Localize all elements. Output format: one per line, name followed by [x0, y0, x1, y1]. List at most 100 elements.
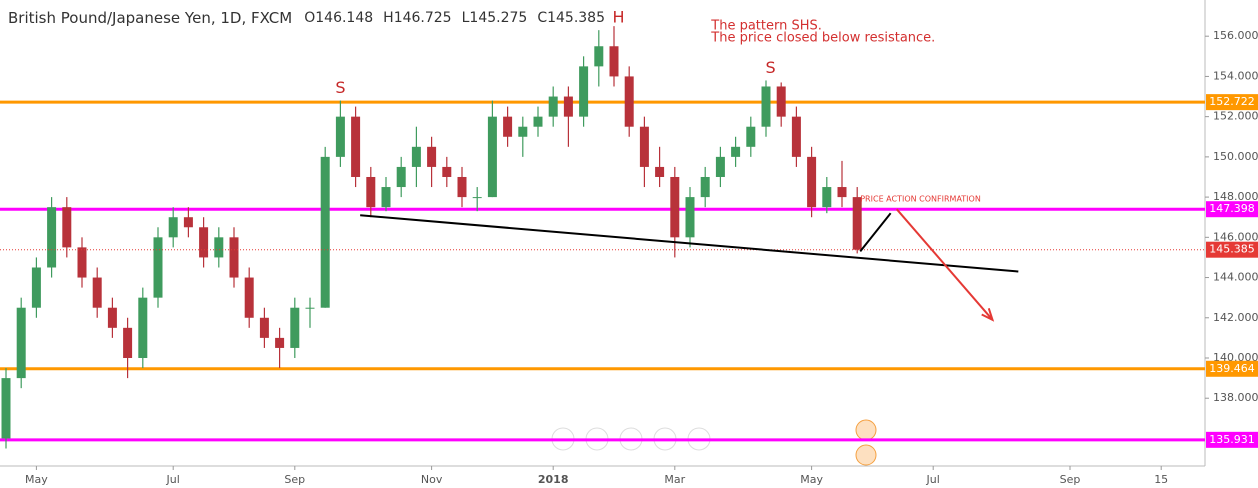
x-tick-label: May [800, 473, 823, 486]
annotation: PRICE ACTION CONFIRMATION [860, 195, 981, 204]
candle-body [639, 126, 649, 167]
drawn-line [859, 212, 892, 253]
candle-body [244, 277, 254, 318]
candle-body [335, 116, 345, 157]
y-tick-label: 142.000 [1213, 311, 1258, 324]
candle-body [837, 187, 847, 198]
annotation: S [335, 78, 345, 97]
ohlc-value: 146.148 [315, 10, 373, 26]
candle-body [761, 86, 771, 127]
annotation: The price closed below resistance. [710, 31, 935, 46]
candle-body [609, 46, 619, 77]
candle-body [351, 116, 361, 177]
candle-body [518, 126, 528, 137]
candle-body [31, 267, 41, 308]
candle-body [396, 166, 406, 188]
candle-body [624, 76, 634, 127]
level-label-bg [1206, 94, 1258, 111]
candle-body [822, 187, 832, 208]
last-price-bg [1206, 241, 1258, 258]
symbol: British Pound/Japanese Yen, 1D, FXCM [8, 9, 292, 27]
candle-body [153, 237, 163, 298]
candle-body [442, 166, 452, 177]
annotation: H [613, 8, 625, 27]
candle-body [685, 197, 695, 238]
event-icon[interactable] [855, 419, 877, 441]
ohlc-label: C [537, 10, 547, 26]
candle-body [290, 307, 300, 348]
candle-body [366, 176, 376, 208]
candle-body [92, 277, 102, 308]
x-tick-label: Sep [1060, 473, 1081, 486]
candle-body [427, 146, 437, 167]
annotation: The pattern SHS. [710, 19, 822, 34]
event-icon[interactable] [855, 444, 877, 466]
level-label-bg [1206, 201, 1258, 218]
candle-body [168, 217, 178, 238]
candle-body [183, 217, 193, 228]
x-tick-label: Jul [166, 473, 180, 486]
y-tick-label: 148.000 [1213, 190, 1258, 203]
ohlc-value: 145.385 [547, 10, 605, 26]
level-label: 139.464 [1209, 362, 1255, 375]
ohlc-value: 146.725 [394, 10, 452, 26]
candle-body [731, 146, 741, 157]
candle-body [107, 307, 117, 328]
ohlc-label: L [462, 10, 470, 26]
drawn-line [895, 208, 994, 321]
x-tick-label: 15 [1154, 473, 1168, 486]
x-tick-label: May [25, 473, 48, 486]
candle-body [670, 176, 680, 238]
y-tick-label: 152.000 [1213, 110, 1258, 123]
y-tick-label: 140.000 [1213, 351, 1258, 364]
annotation: S [765, 58, 775, 77]
level-label-bg [1206, 431, 1258, 448]
candle-body [320, 156, 330, 308]
candle-body [199, 227, 209, 258]
x-tick-label: 2018 [538, 473, 569, 486]
candle-body [305, 307, 315, 309]
candle-body [275, 337, 285, 348]
drawn-line [360, 214, 1019, 273]
candle-body [700, 176, 710, 198]
candle-body [77, 247, 87, 278]
candle-body [655, 166, 665, 177]
x-tick-label: Nov [421, 473, 443, 486]
candle-body [62, 207, 72, 248]
candle-body [259, 317, 269, 338]
candle-body [16, 307, 26, 379]
candle-body [715, 156, 725, 177]
ohlc-label: H [383, 10, 394, 26]
ohlc-label: O [304, 10, 315, 26]
candle-body [594, 46, 604, 67]
candle-body [411, 146, 421, 167]
arrow-head [981, 308, 995, 322]
candle-body [123, 327, 133, 358]
ohlc-value: 145.275 [469, 10, 527, 26]
candle-body [791, 116, 801, 157]
candle-body [746, 126, 756, 147]
candle-body [472, 197, 482, 199]
candle-body [563, 96, 573, 117]
level-label: 135.931 [1209, 433, 1255, 446]
y-tick-label: 144.000 [1213, 271, 1258, 284]
x-tick-label: Mar [664, 473, 685, 486]
candle-body [503, 116, 513, 137]
y-tick-label: 146.000 [1213, 230, 1258, 243]
y-tick-label: 156.000 [1213, 29, 1258, 42]
candle-body [533, 116, 543, 127]
candle-body [579, 66, 589, 117]
level-label: 152.722 [1209, 95, 1255, 108]
candle-body [548, 96, 558, 117]
level-label: 147.398 [1209, 202, 1255, 215]
level-label-bg [1206, 360, 1258, 377]
candle-body [1, 378, 11, 439]
candle-body [381, 187, 391, 208]
candle-body [214, 237, 224, 258]
candle-body [138, 297, 148, 358]
candle-body [852, 197, 862, 250]
y-tick-label: 154.000 [1213, 69, 1258, 82]
candle-body [47, 207, 57, 268]
